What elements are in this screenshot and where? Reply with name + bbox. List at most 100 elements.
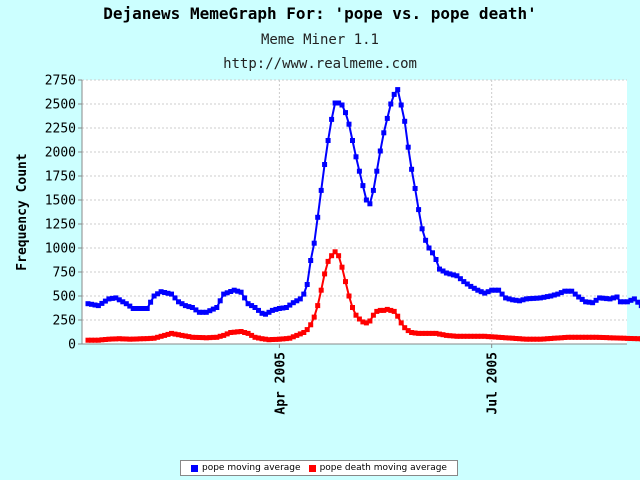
data-point-pope-death xyxy=(611,335,616,341)
data-point-pope-death xyxy=(85,337,91,343)
data-point-pope-death xyxy=(304,327,310,333)
plot-area xyxy=(82,80,627,344)
data-point-pope xyxy=(137,306,143,311)
data-point-pope xyxy=(402,118,408,124)
data-point-pope-death xyxy=(600,335,606,340)
data-point-pope-death xyxy=(388,307,394,313)
data-point-pope xyxy=(95,303,101,309)
data-point-pope-death xyxy=(367,318,373,324)
data-point-pope-death xyxy=(336,253,342,259)
data-point-pope-death xyxy=(127,336,133,342)
data-point-pope xyxy=(562,288,568,294)
data-point-pope xyxy=(520,297,526,303)
data-point-pope xyxy=(398,102,404,108)
data-point-pope-death xyxy=(120,336,126,342)
data-point-pope xyxy=(412,186,418,191)
data-point-pope xyxy=(576,294,582,300)
data-point-pope-death xyxy=(141,336,147,342)
data-point-pope-death xyxy=(412,330,418,336)
data-point-pope-death xyxy=(482,333,488,339)
data-point-pope-death xyxy=(437,331,442,337)
data-point-pope xyxy=(322,162,328,167)
data-point-pope-death xyxy=(370,312,376,318)
data-point-pope xyxy=(350,138,355,143)
data-point-pope xyxy=(85,301,91,307)
data-point-pope xyxy=(290,300,296,306)
data-point-pope xyxy=(600,295,606,301)
data-point-pope xyxy=(638,303,640,309)
data-point-pope xyxy=(162,290,168,295)
data-point-pope-death xyxy=(409,330,415,335)
data-point-pope-death xyxy=(297,331,303,337)
data-point-pope xyxy=(200,309,206,315)
data-point-pope-death xyxy=(231,329,237,335)
data-point-pope xyxy=(485,289,491,295)
data-point-pope xyxy=(450,272,456,278)
data-point-pope-death xyxy=(638,336,640,342)
data-point-pope xyxy=(158,289,164,295)
grid-lines xyxy=(82,79,627,344)
data-point-pope-death xyxy=(419,330,425,336)
data-point-pope xyxy=(423,237,429,243)
data-point-pope xyxy=(454,273,460,279)
data-point-pope-death xyxy=(329,253,335,259)
data-point-pope xyxy=(471,285,477,291)
data-point-pope-death xyxy=(363,320,369,326)
data-point-pope-death xyxy=(548,336,554,341)
data-point-pope xyxy=(273,306,279,312)
data-point-pope-death xyxy=(513,336,519,341)
data-point-pope-death xyxy=(238,329,244,334)
data-point-pope xyxy=(377,148,383,154)
data-point-pope xyxy=(266,309,272,315)
data-point-pope-death xyxy=(162,332,168,338)
data-point-pope xyxy=(496,287,502,293)
data-point-pope xyxy=(186,304,192,310)
data-point-pope-death xyxy=(475,333,481,339)
data-point-pope xyxy=(297,296,303,302)
data-point-pope-death xyxy=(214,334,220,340)
data-point-pope xyxy=(252,305,258,310)
data-point-pope-death xyxy=(235,329,241,335)
data-point-pope-death xyxy=(586,334,592,340)
data-point-pope-death xyxy=(89,337,94,343)
legend-item-pope-death: pope death moving average xyxy=(308,463,447,473)
data-point-pope xyxy=(127,303,133,309)
source-url[interactable]: http://www.realmeme.com xyxy=(223,56,417,72)
data-point-pope xyxy=(391,91,397,97)
data-point-pope-death xyxy=(544,336,550,342)
data-point-pope xyxy=(628,297,634,303)
data-point-pope-death xyxy=(256,335,261,341)
data-point-pope xyxy=(301,291,307,297)
data-point-pope xyxy=(537,295,543,301)
data-point-pope xyxy=(534,295,540,301)
data-point-pope xyxy=(370,187,376,193)
x-tick-label: Jul 2005 xyxy=(486,352,501,415)
y-tick-label: 2250 xyxy=(45,122,76,137)
data-point-pope-death xyxy=(176,332,181,338)
data-point-pope-death xyxy=(92,337,98,343)
series-layer xyxy=(85,87,640,343)
data-point-pope-death xyxy=(471,333,477,339)
data-point-pope-death xyxy=(583,334,589,340)
data-point-pope-death xyxy=(116,336,122,342)
data-point-pope-death xyxy=(517,336,522,342)
data-point-pope-death xyxy=(454,333,460,339)
data-point-pope-death xyxy=(273,336,279,342)
data-point-pope xyxy=(506,296,512,302)
data-point-pope-death xyxy=(402,325,408,331)
data-point-pope-death xyxy=(311,314,317,320)
data-point-pope-death xyxy=(130,336,136,342)
data-point-pope xyxy=(283,305,289,310)
data-point-pope-death xyxy=(332,249,338,255)
data-point-pope xyxy=(102,298,108,304)
data-point-pope-death xyxy=(200,335,206,341)
data-point-pope xyxy=(607,296,613,302)
data-point-pope-death xyxy=(266,337,272,343)
data-point-pope xyxy=(280,305,286,311)
data-point-pope-death xyxy=(290,334,296,340)
data-point-pope-death xyxy=(524,336,529,342)
data-point-pope xyxy=(304,282,310,287)
data-point-pope-death xyxy=(350,305,355,310)
data-point-pope xyxy=(631,296,637,302)
data-point-pope xyxy=(332,100,338,106)
